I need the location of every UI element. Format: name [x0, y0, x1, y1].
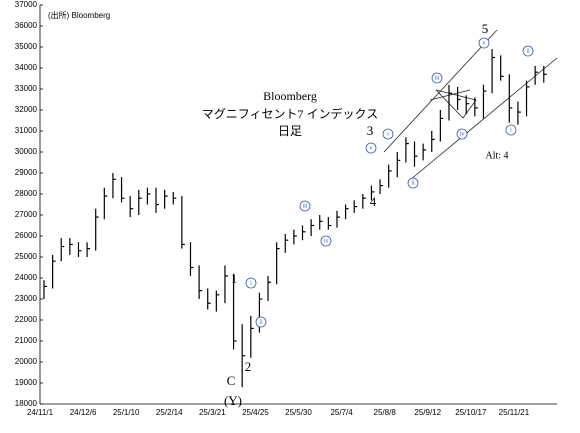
- wave-label: iii: [434, 75, 439, 81]
- wave-label: iii: [302, 203, 307, 209]
- y-tick-label: 30000: [15, 147, 38, 156]
- wave-label: ii: [411, 180, 415, 186]
- y-tick-label: 29000: [15, 168, 38, 177]
- wave-circle: [522, 45, 534, 57]
- wave-label: iv: [324, 238, 329, 244]
- chart-title: マグニフィセント7 インデックス: [202, 106, 378, 121]
- y-tick-label: 22000: [15, 315, 38, 324]
- x-tick-label: 25/2/14: [156, 408, 183, 417]
- y-tick-label: 32000: [15, 105, 38, 114]
- x-tick-label: 25/7/4: [330, 408, 353, 417]
- wave-label: C: [227, 373, 236, 388]
- x-tick-label: 25/11/21: [499, 408, 530, 417]
- wave-label: v: [483, 40, 486, 46]
- wave-circle: [456, 128, 468, 140]
- x-tick-label: 24/11/1: [27, 408, 54, 417]
- wave-circle: [255, 316, 267, 328]
- source: (出所) Bloomberg: [48, 10, 110, 20]
- wave-label: 5: [482, 21, 489, 36]
- y-tick-label: 24000: [15, 273, 38, 282]
- channel-lines: [383, 29, 558, 181]
- wave-label: 2: [245, 359, 252, 374]
- x-tick-label: 25/4/25: [242, 408, 269, 417]
- x-tick-label: 25/10/17: [455, 408, 487, 417]
- wave-label: ii: [259, 319, 263, 325]
- wave-circle: [245, 277, 257, 289]
- chart-title: Bloomberg: [263, 89, 317, 103]
- x-tick-label: 24/12/6: [70, 408, 97, 417]
- wave-circle: [407, 177, 419, 189]
- y-tick-label: 26000: [15, 231, 38, 240]
- channel-line: [409, 57, 558, 181]
- y-tick-label: 37000: [15, 0, 38, 9]
- y-tick-label: 31000: [15, 126, 38, 135]
- wave-label: v: [370, 145, 373, 151]
- wave-label: 4: [370, 194, 377, 209]
- channel-line: [429, 89, 471, 101]
- wave-circle: [431, 72, 443, 84]
- wave-label: i: [250, 280, 252, 286]
- y-tick-label: 36000: [15, 21, 38, 30]
- wave-circle: [320, 235, 332, 247]
- y-tick-label: 25000: [15, 252, 38, 261]
- y-tick-label: 20000: [15, 357, 38, 366]
- wave-label: i: [387, 131, 389, 137]
- y-tick-label: 19000: [15, 378, 38, 387]
- x-tick-label: 25/5/30: [285, 408, 312, 417]
- wave-circle: [365, 142, 377, 154]
- wave-circle: [382, 128, 394, 140]
- wave-label: (Y): [224, 393, 242, 408]
- y-tick-label: 33000: [15, 84, 38, 93]
- y-tick-label: 18000: [15, 399, 38, 408]
- x-tick-label: 25/1/10: [113, 408, 140, 417]
- wave-label: 3: [367, 123, 374, 138]
- y-tick-label: 21000: [15, 336, 38, 345]
- triangle: [435, 89, 477, 119]
- wave-circle: [478, 37, 490, 49]
- wave-circle: [299, 200, 311, 212]
- wave-label: 1: [231, 271, 238, 286]
- wave-label: ii: [526, 48, 530, 54]
- wave-label: i: [510, 127, 512, 133]
- y-tick-label: 27000: [15, 210, 38, 219]
- y-tick-label: 23000: [15, 294, 38, 303]
- y-tick-label: 34000: [15, 63, 38, 72]
- wave-label: iv: [460, 131, 465, 137]
- wave-label: Alt: 4: [485, 150, 508, 161]
- chart-title: 日足: [278, 124, 302, 138]
- x-tick-label: 25/8/8: [374, 408, 397, 417]
- y-tick-label: 28000: [15, 189, 38, 198]
- y-tick-label: 35000: [15, 42, 38, 51]
- x-tick-label: 25/9/12: [414, 408, 441, 417]
- wave-circle: [505, 124, 517, 136]
- x-tick-label: 25/3/21: [199, 408, 226, 417]
